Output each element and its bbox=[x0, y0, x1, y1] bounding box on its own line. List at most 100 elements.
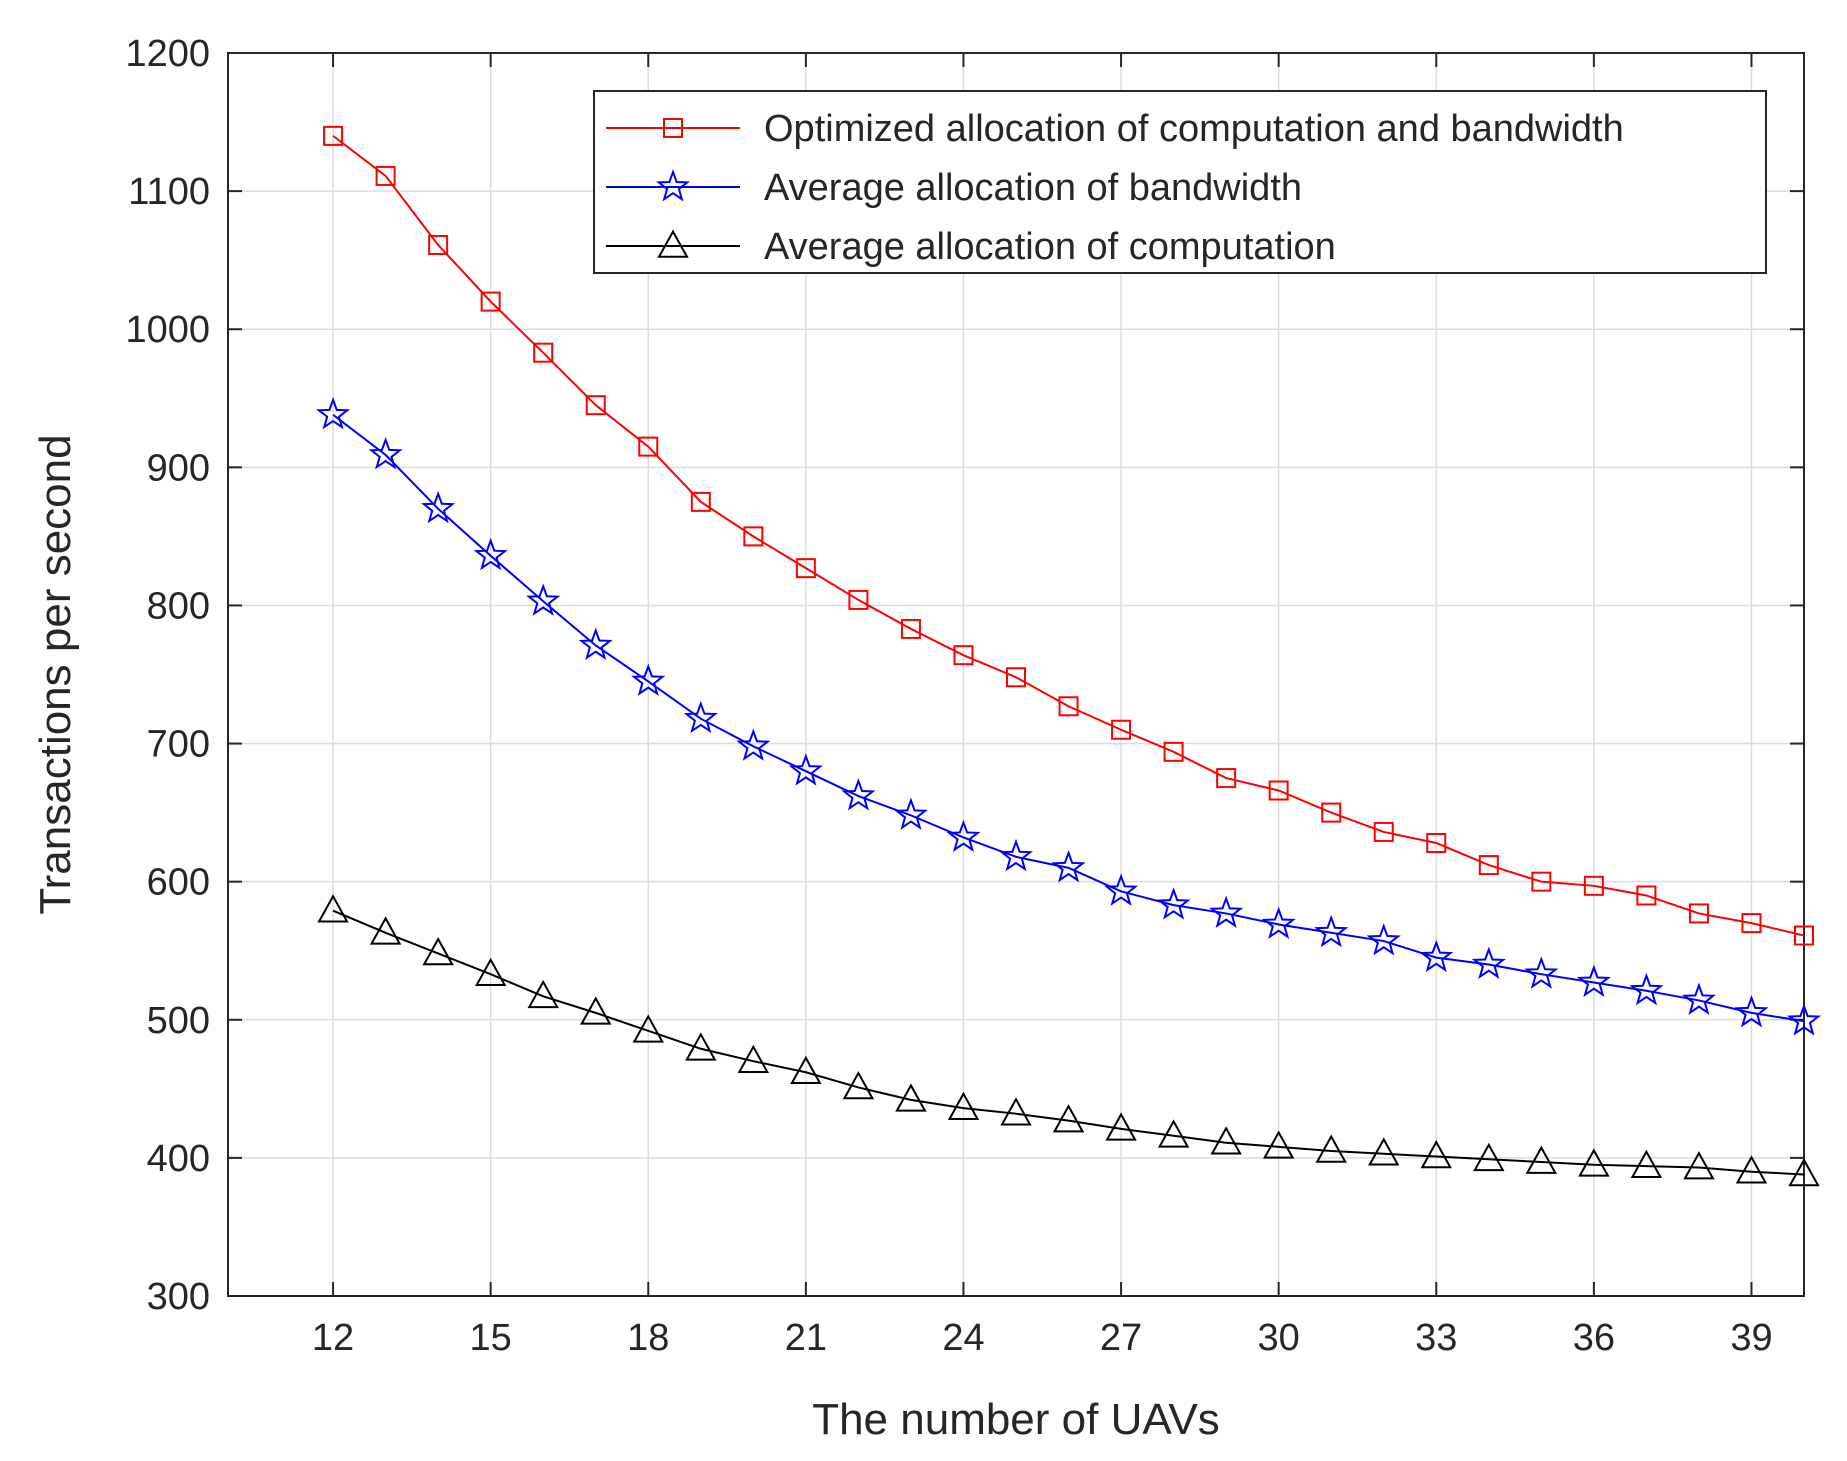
data-point bbox=[1156, 887, 1191, 920]
data-point bbox=[1261, 906, 1296, 939]
data-point bbox=[841, 778, 876, 811]
data-point bbox=[1209, 895, 1244, 928]
data-point bbox=[1471, 946, 1506, 980]
series-3 bbox=[317, 894, 1820, 1187]
y-tick-label: 1000 bbox=[125, 309, 210, 351]
data-point bbox=[1741, 913, 1762, 934]
data-point bbox=[1052, 1104, 1085, 1133]
data-point bbox=[1735, 1155, 1768, 1184]
data-point bbox=[1629, 972, 1664, 1006]
series-group bbox=[316, 125, 1822, 1187]
x-tick-label: 39 bbox=[1730, 1317, 1772, 1359]
data-point bbox=[685, 1032, 717, 1061]
data-point bbox=[953, 645, 974, 666]
data-point bbox=[1786, 1003, 1822, 1036]
y-tick-label: 300 bbox=[147, 1276, 210, 1318]
data-point bbox=[585, 395, 606, 416]
data-point bbox=[1366, 923, 1401, 956]
data-point bbox=[946, 819, 981, 852]
data-point bbox=[900, 618, 921, 639]
data-point bbox=[1006, 667, 1026, 688]
data-point bbox=[683, 700, 718, 734]
data-point bbox=[737, 1044, 770, 1074]
grid bbox=[228, 53, 1804, 1296]
data-point bbox=[1578, 1148, 1610, 1177]
y-tick-label: 900 bbox=[147, 447, 210, 489]
series-line bbox=[332, 909, 1805, 1176]
data-point bbox=[1315, 1134, 1347, 1163]
data-point bbox=[1268, 780, 1289, 801]
data-point bbox=[1788, 1158, 1820, 1187]
data-point bbox=[1051, 849, 1086, 883]
data-point bbox=[1105, 1112, 1137, 1141]
series-line bbox=[332, 135, 1805, 937]
data-point bbox=[1262, 1130, 1295, 1159]
data-point bbox=[368, 436, 403, 470]
data-point bbox=[893, 797, 928, 830]
y-tick-label: 500 bbox=[147, 1000, 210, 1042]
data-point bbox=[578, 627, 613, 660]
data-point bbox=[316, 396, 351, 430]
x-tick-label: 30 bbox=[1258, 1317, 1300, 1359]
data-point bbox=[1157, 1119, 1190, 1148]
series-line bbox=[332, 414, 1805, 1023]
data-point bbox=[323, 125, 344, 146]
data-point bbox=[533, 342, 554, 363]
data-point bbox=[1734, 994, 1769, 1028]
data-point bbox=[1368, 1137, 1400, 1166]
plot-area-frame bbox=[227, 52, 1805, 1297]
data-point bbox=[631, 663, 666, 696]
legend-box bbox=[593, 90, 1767, 274]
series-2 bbox=[316, 396, 1822, 1036]
data-point bbox=[1524, 956, 1559, 989]
x-tick-label: 18 bbox=[627, 1317, 669, 1359]
data-point bbox=[1216, 768, 1237, 789]
data-point bbox=[526, 583, 561, 616]
data-point bbox=[422, 937, 454, 966]
data-point bbox=[480, 291, 501, 312]
data-point bbox=[1104, 873, 1139, 906]
data-point bbox=[317, 894, 349, 923]
data-point bbox=[1794, 925, 1814, 946]
y-tick-label: 1200 bbox=[125, 33, 210, 75]
data-point bbox=[1210, 1126, 1242, 1155]
data-point bbox=[736, 728, 771, 761]
data-point bbox=[1420, 1140, 1452, 1169]
x-tick-label: 15 bbox=[470, 1317, 512, 1359]
data-point bbox=[1426, 832, 1447, 853]
data-point bbox=[1636, 885, 1657, 906]
series-1 bbox=[323, 125, 1814, 946]
data-point bbox=[638, 436, 659, 457]
y-tick-label: 400 bbox=[147, 1138, 210, 1180]
data-point bbox=[527, 979, 559, 1009]
legend-entry: Average allocation of computation bbox=[606, 226, 1336, 268]
data-point bbox=[1683, 1151, 1715, 1180]
data-point bbox=[1630, 1149, 1663, 1178]
data-point bbox=[428, 234, 449, 255]
data-point bbox=[1576, 964, 1611, 997]
x-tick-label: 36 bbox=[1573, 1317, 1615, 1359]
legend-marker bbox=[655, 169, 691, 202]
data-point bbox=[421, 490, 456, 524]
data-point bbox=[790, 1055, 822, 1085]
legend: Optimized allocation of computation and … bbox=[593, 90, 1767, 274]
data-point bbox=[1525, 1145, 1558, 1174]
data-point bbox=[998, 838, 1034, 872]
data-point bbox=[743, 526, 764, 547]
data-point bbox=[947, 1091, 980, 1120]
x-tick-label: 12 bbox=[312, 1317, 354, 1359]
data-point bbox=[375, 165, 396, 186]
data-point bbox=[1473, 1142, 1505, 1172]
data-point bbox=[1321, 802, 1342, 823]
legend-label: Optimized allocation of computation and … bbox=[764, 108, 1624, 150]
legend-marker bbox=[663, 118, 683, 138]
legend-label: Average allocation of computation bbox=[764, 226, 1336, 268]
y-tick-label: 1100 bbox=[128, 171, 210, 213]
y-axis-ticks: 300 400 500 600 700 800 900 1000 1100 1200 bbox=[125, 33, 1804, 1318]
data-point bbox=[1373, 821, 1394, 842]
data-point bbox=[1681, 982, 1716, 1015]
data-point bbox=[1111, 719, 1132, 740]
legend-entry: Optimized allocation of computation and … bbox=[606, 108, 1624, 150]
data-point bbox=[580, 996, 612, 1025]
